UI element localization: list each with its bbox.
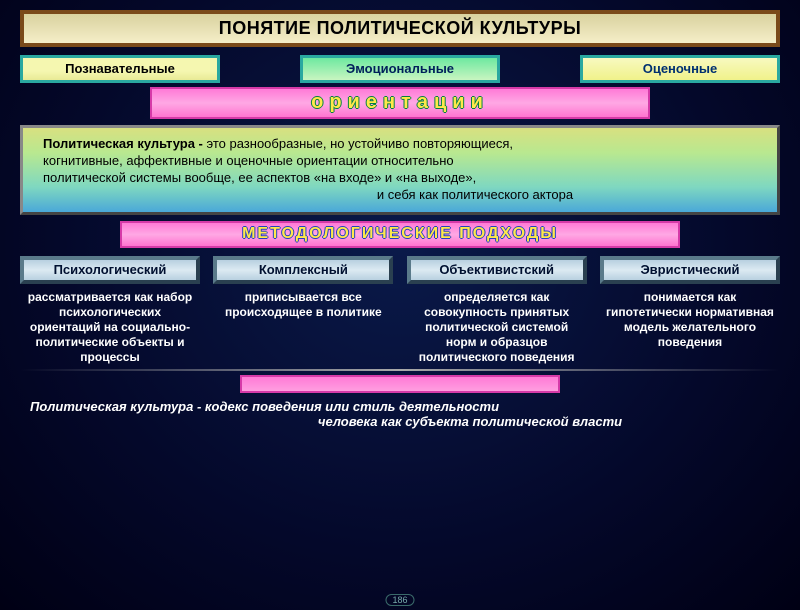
method-descriptions-row: рассматривается как набор психологически… [20, 290, 780, 365]
method-headers-row: Психологический Комплексный Объективистс… [20, 256, 780, 284]
slide-number-badge: 186 [385, 594, 414, 606]
def2-prefix: Политическая культура - [30, 399, 201, 414]
def1-prefix: Политическая культура - [43, 136, 203, 151]
small-pink-band [240, 375, 560, 393]
orientation-pill-cognitive: Познавательные [20, 55, 220, 83]
def2-line2: человека как субъекта политической власт… [20, 414, 780, 429]
def1-line1-rest: это разнообразные, но устойчиво повторяю… [203, 136, 513, 151]
orientations-band: ориентации [150, 87, 650, 119]
orientation-pill-emotional: Эмоциональные [300, 55, 500, 83]
def1-line1: Политическая культура - это разнообразны… [43, 136, 757, 153]
method-desc-heuristic: понимается как гипотетически нормативная… [600, 290, 780, 365]
definition-box-1: Политическая культура - это разнообразны… [20, 125, 780, 215]
methods-band-label: МЕТОДОЛОГИЧЕСКИЕ ПОДХОДЫ [242, 225, 558, 242]
main-title-bar: ПОНЯТИЕ ПОЛИТИЧЕСКОЙ КУЛЬТУРЫ [20, 10, 780, 47]
method-desc-complex: приписывается все происходящее в политик… [213, 290, 393, 365]
divider-line [20, 369, 780, 371]
method-header-complex: Комплексный [213, 256, 393, 284]
method-header-psychological: Психологический [20, 256, 200, 284]
orientation-pills-row: Познавательные Эмоциональные Оценочные [20, 55, 780, 83]
method-header-heuristic: Эвристический [600, 256, 780, 284]
def1-line3: политической системы вообще, ее аспектов… [43, 170, 757, 187]
orientations-band-label: ориентации [311, 91, 489, 113]
methods-band: МЕТОДОЛОГИЧЕСКИЕ ПОДХОДЫ [120, 221, 680, 248]
page-title: ПОНЯТИЕ ПОЛИТИЧЕСКОЙ КУЛЬТУРЫ [24, 18, 776, 39]
def1-line4: и себя как политического актора [43, 187, 757, 204]
method-desc-psychological: рассматривается как набор психологически… [20, 290, 200, 365]
method-desc-objectivist: определяется как совокупность принятых п… [407, 290, 587, 365]
def1-line2: когнитивные, аффективные и оценочные ори… [43, 153, 757, 170]
def2-line1: Политическая культура - кодекс поведения… [20, 399, 780, 414]
def2-line1-rest: кодекс поведения или стиль деятельности [201, 399, 499, 414]
footer-definition: Политическая культура - кодекс поведения… [20, 399, 780, 429]
method-header-objectivist: Объективистский [407, 256, 587, 284]
orientation-pill-evaluative: Оценочные [580, 55, 780, 83]
